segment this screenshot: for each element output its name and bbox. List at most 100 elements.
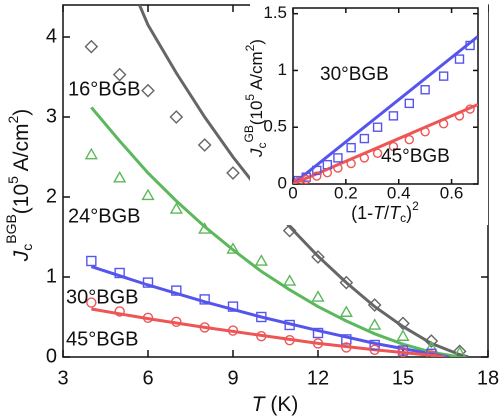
marker [84,147,98,160]
marker [311,290,325,302]
label-part: T [389,203,402,223]
inset-background [250,3,488,225]
y-tick-label: 4 [46,25,57,47]
marker [114,306,125,317]
marker [312,171,322,181]
marker [312,165,322,176]
marker [465,104,475,114]
marker [284,319,295,331]
marker [86,297,97,308]
marker [420,85,430,95]
marker [388,141,399,152]
x-tick-label: 0.4 [387,183,411,202]
marker [465,40,475,51]
marker [341,334,352,345]
fit-line [90,265,449,357]
x-tick-label: 0.6 [440,183,464,202]
marker [199,294,210,305]
marker [341,342,352,353]
marker [256,331,267,342]
marker [198,222,212,234]
marker [396,329,410,341]
marker [404,135,414,145]
x-tick-label: 3 [57,367,68,389]
marker [388,111,399,121]
marker [171,316,182,327]
label-part: 2 [5,116,21,124]
marker [282,223,297,238]
x-tick-label: 0 [288,183,297,202]
marker [452,344,467,357]
marker [227,301,239,312]
label-part: ) [247,39,266,45]
x-tick-label: 12 [307,367,329,389]
marker [226,242,240,254]
fit-line [90,106,460,357]
marker [339,275,354,290]
marker [404,98,414,109]
marker [197,138,212,152]
marker [420,127,430,137]
y-tick-label: 1 [278,60,287,79]
marker [311,250,325,264]
marker [426,350,437,357]
marker [333,163,343,173]
label-part: A/cm [10,124,33,177]
marker [346,142,356,153]
y-tick-label: 0 [46,345,57,367]
label-part: GB [242,125,256,142]
label-part: J [247,148,266,158]
marker [169,202,183,214]
label-part: J [10,250,33,262]
label-part: c [400,211,406,225]
inset-x-axis-label: (1-T/Tc)2 [351,199,419,225]
series-label: 16°BGB [68,78,140,100]
marker [283,274,297,286]
label-part: (10 [247,101,266,126]
marker [372,122,383,132]
series-label: 30°BGB [66,286,138,308]
plot-frame [292,7,479,185]
marker [142,312,154,323]
inset-y-axis-label: JcGB(105 A/cm2) [242,39,269,158]
x-axis-label: T (K) [252,393,299,416]
marker [169,110,184,124]
marker [113,170,127,183]
x-tick-label: 15 [392,367,414,389]
marker [171,285,182,296]
label-part: 5 [5,176,21,184]
marker [397,347,409,357]
y-axis-label: JcBGB(105 A/cm2) [3,109,35,263]
marker [141,83,155,98]
marker [372,148,383,159]
marker [199,322,210,333]
label-part: / [384,203,389,223]
marker [301,174,311,184]
label-part: (K) [265,393,299,416]
plot-area [84,5,469,357]
marker [284,335,295,346]
marker [86,255,97,267]
y-tick-label: 0 [278,173,287,192]
y-tick-label: 3 [46,105,57,127]
label-part: A/cm [247,51,266,94]
marker [254,254,268,266]
y-tick-label: 2 [46,185,57,207]
marker [84,39,99,54]
marker [227,325,239,336]
inset-plot: 0 0.2 0.4 0.6 0 0.5 1 1.5 30°BGB 45°BGB [263,3,479,202]
label-part: T [373,203,386,223]
marker [339,305,353,317]
label-part: 2 [243,44,257,51]
label-part: c [19,244,35,251]
label-part: 5 [243,94,257,101]
marker [454,54,465,64]
marker [346,158,356,169]
y-tick-label: 0.5 [263,117,287,136]
marker [142,277,154,288]
marker [141,188,155,201]
label-part: T [252,393,267,416]
label-part: c [255,142,269,148]
